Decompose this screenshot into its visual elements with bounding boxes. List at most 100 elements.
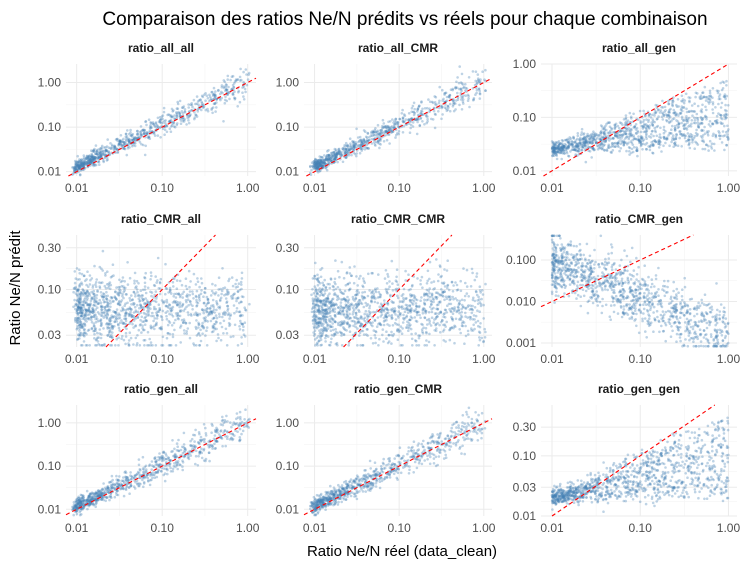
data-point — [386, 124, 390, 128]
data-point — [696, 104, 700, 108]
data-point — [428, 291, 431, 295]
data-point — [410, 332, 413, 336]
data-point — [476, 77, 480, 80]
data-point — [652, 144, 655, 147]
data-point — [87, 161, 90, 165]
data-point — [82, 334, 85, 337]
data-point — [157, 125, 160, 129]
data-point — [181, 302, 185, 306]
data-point — [100, 333, 103, 336]
data-point — [124, 342, 127, 346]
data-point — [211, 298, 215, 302]
data-point — [213, 96, 216, 100]
data-point — [107, 302, 110, 306]
data-point — [381, 328, 385, 331]
data-point — [168, 119, 172, 123]
data-point — [74, 163, 77, 167]
data-point — [90, 155, 94, 159]
data-point — [554, 143, 557, 146]
data-point — [159, 118, 162, 122]
data-point — [376, 301, 380, 305]
data-point — [162, 110, 166, 114]
data-point — [88, 159, 91, 163]
data-point — [618, 126, 621, 130]
data-point — [592, 148, 596, 152]
data-point — [80, 292, 83, 295]
data-point — [176, 102, 180, 106]
data-point — [705, 115, 708, 119]
data-point — [353, 265, 356, 268]
data-point — [691, 114, 694, 117]
data-point — [387, 333, 391, 337]
data-point — [187, 121, 191, 125]
data-point — [693, 110, 697, 113]
data-point — [560, 157, 563, 161]
data-point — [114, 290, 117, 294]
data-point — [708, 120, 712, 123]
data-point — [224, 297, 228, 300]
data-point — [427, 317, 431, 321]
data-point — [168, 312, 171, 316]
data-point — [410, 337, 414, 341]
x-tick-label: 0.10 — [388, 181, 412, 195]
data-point — [430, 302, 433, 306]
data-point — [183, 118, 187, 121]
data-point — [135, 129, 139, 133]
data-point — [121, 308, 125, 312]
data-point — [624, 121, 627, 124]
data-point — [626, 119, 630, 122]
data-point — [386, 341, 390, 345]
data-point — [80, 164, 84, 168]
data-point — [137, 293, 141, 297]
data-point — [197, 295, 201, 298]
data-point — [688, 146, 692, 150]
data-point — [672, 134, 675, 137]
data-point — [171, 315, 175, 318]
data-point — [332, 151, 336, 155]
data-point — [146, 136, 150, 139]
data-point — [99, 152, 102, 155]
data-point — [386, 275, 390, 278]
data-point — [94, 156, 97, 159]
data-point — [96, 155, 99, 159]
data-point — [87, 306, 91, 309]
data-point — [441, 113, 444, 116]
data-point — [637, 135, 640, 138]
data-point — [242, 70, 245, 74]
data-point — [97, 154, 101, 157]
data-point — [158, 281, 162, 285]
data-point — [694, 121, 697, 125]
data-point — [680, 99, 683, 103]
data-point — [134, 295, 137, 298]
data-point — [214, 95, 217, 98]
data-point — [373, 333, 377, 337]
data-point — [127, 141, 131, 144]
data-point — [206, 96, 210, 100]
data-point — [727, 104, 730, 107]
data-point — [648, 144, 652, 148]
data-point — [362, 129, 366, 132]
data-point — [99, 314, 103, 317]
data-point — [570, 140, 574, 143]
data-point — [459, 81, 463, 84]
data-point — [312, 160, 315, 163]
data-point — [146, 286, 150, 290]
data-point — [129, 299, 132, 302]
data-point — [139, 125, 143, 128]
data-point — [421, 286, 424, 290]
data-point — [700, 97, 703, 100]
data-point — [453, 324, 456, 328]
data-point — [121, 335, 124, 338]
data-point — [178, 99, 182, 103]
data-point — [411, 125, 415, 128]
data-point — [97, 302, 100, 305]
data-point — [145, 299, 149, 303]
data-point — [93, 157, 97, 161]
data-point — [374, 134, 378, 137]
data-point — [383, 319, 387, 322]
data-point — [566, 140, 569, 144]
data-point — [358, 334, 361, 337]
data-point — [218, 315, 221, 319]
